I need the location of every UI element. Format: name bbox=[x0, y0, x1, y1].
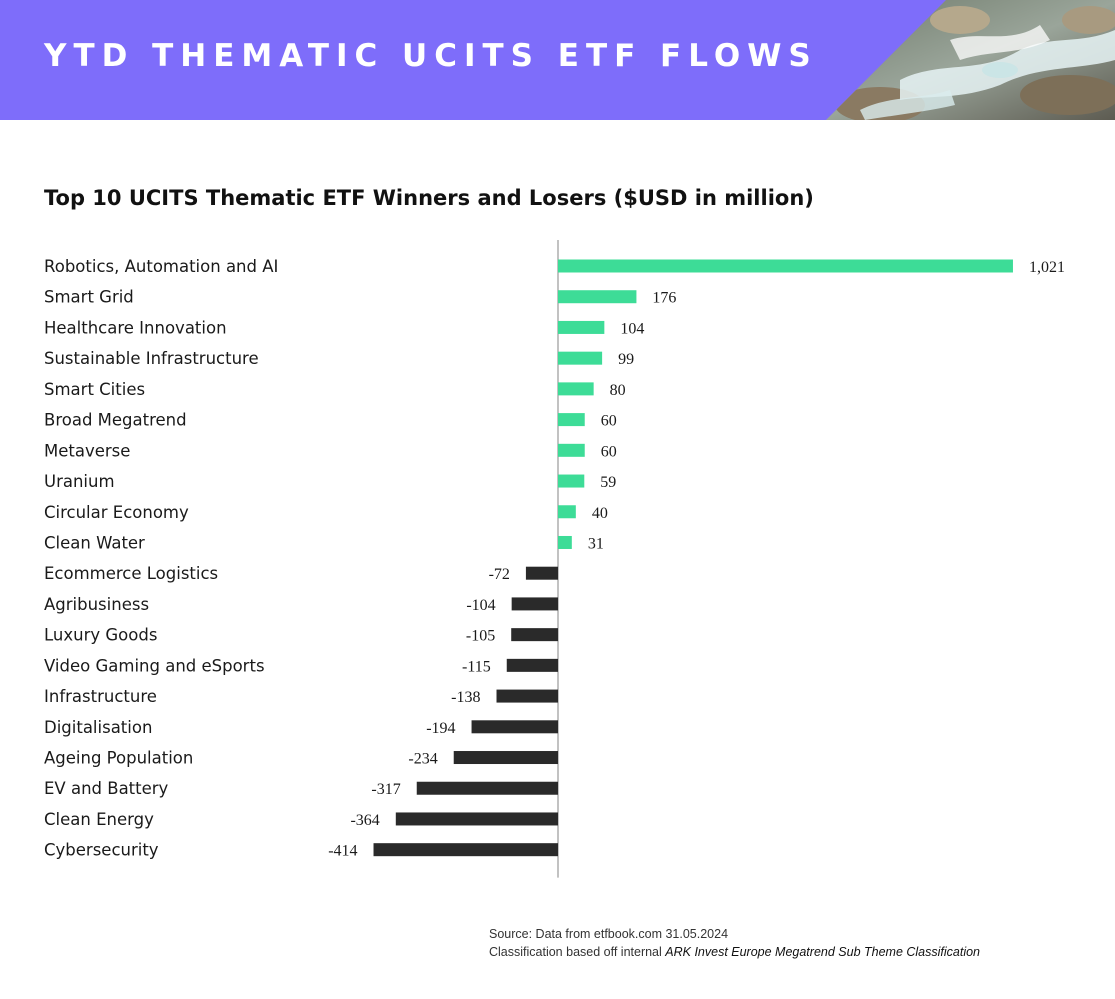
category-label: Sustainable Infrastructure bbox=[44, 349, 259, 368]
footnote: Source: Data from etfbook.com 31.05.2024… bbox=[489, 925, 980, 961]
source-note: Source: Data from etfbook.com 31.05.2024 bbox=[489, 927, 729, 941]
data-label: 1,021 bbox=[1029, 259, 1065, 276]
bar-chart: Robotics, Automation and AI 1,021 Smart Gr… bbox=[44, 240, 1065, 878]
data-label: -72 bbox=[489, 566, 510, 583]
category-label: Broad Megatrend bbox=[44, 411, 187, 430]
bar-negative bbox=[453, 751, 558, 765]
bar-positive bbox=[558, 443, 585, 457]
data-label: 40 bbox=[592, 505, 608, 522]
bar-positive bbox=[558, 259, 1013, 273]
category-label: Metaverse bbox=[44, 441, 130, 460]
header-banner: YTD THEMATIC UCITS ETF FLOWS bbox=[0, 0, 1115, 120]
data-label: 99 bbox=[618, 351, 634, 368]
bar-negative bbox=[471, 720, 558, 734]
category-label: Smart Cities bbox=[44, 380, 145, 399]
category-label: Infrastructure bbox=[44, 687, 157, 706]
category-label: Cybersecurity bbox=[44, 841, 159, 860]
chart-title: Top 10 UCITS Thematic ETF Winners and Lo… bbox=[44, 186, 814, 210]
category-label: Video Gaming and eSports bbox=[44, 656, 265, 675]
category-label: Ageing Population bbox=[44, 749, 193, 768]
data-label: -138 bbox=[451, 689, 480, 706]
data-label: -234 bbox=[408, 751, 437, 768]
bar-positive bbox=[558, 413, 585, 427]
category-label: Clean Energy bbox=[44, 810, 154, 829]
category-label: Smart Grid bbox=[44, 288, 134, 307]
category-label: Agribusiness bbox=[44, 595, 149, 614]
data-label: 176 bbox=[652, 290, 676, 307]
data-label: 104 bbox=[620, 320, 644, 337]
data-label: -364 bbox=[350, 812, 379, 829]
data-label: 59 bbox=[600, 474, 616, 491]
data-label: -105 bbox=[466, 628, 495, 645]
category-label: Healthcare Innovation bbox=[44, 318, 227, 337]
data-label: 60 bbox=[601, 413, 617, 430]
bar-negative bbox=[373, 843, 558, 857]
bar-positive bbox=[558, 351, 603, 365]
data-label: 31 bbox=[588, 535, 604, 552]
bar-positive bbox=[558, 320, 605, 334]
bar-negative bbox=[395, 812, 558, 826]
bar-negative bbox=[416, 781, 558, 795]
data-label: -317 bbox=[371, 781, 400, 798]
category-label: Circular Economy bbox=[44, 503, 189, 522]
bar-positive bbox=[558, 505, 576, 519]
category-label: Digitalisation bbox=[44, 718, 152, 737]
category-label: EV and Battery bbox=[44, 779, 169, 798]
data-label: -104 bbox=[466, 597, 495, 614]
bar-negative bbox=[496, 689, 558, 703]
data-label: -115 bbox=[462, 658, 491, 675]
data-label: 80 bbox=[610, 382, 626, 399]
classification-prefix: Classification based off internal bbox=[489, 945, 666, 959]
category-label: Luxury Goods bbox=[44, 626, 157, 645]
bar-negative bbox=[511, 628, 558, 642]
data-label: 60 bbox=[601, 443, 617, 460]
bar-positive bbox=[558, 382, 594, 396]
river-photo bbox=[826, 0, 1115, 120]
classification-emphasis: ARK Invest Europe Megatrend Sub Theme Cl… bbox=[665, 945, 981, 959]
category-label: Clean Water bbox=[44, 533, 145, 552]
data-label: -194 bbox=[426, 720, 455, 737]
classification-note: Classification based off internal ARK In… bbox=[489, 943, 980, 961]
banner-title: YTD THEMATIC UCITS ETF FLOWS bbox=[44, 38, 818, 74]
category-label: Uranium bbox=[44, 472, 115, 491]
bar-positive bbox=[558, 474, 585, 488]
category-label: Ecommerce Logistics bbox=[44, 564, 218, 583]
bar-negative bbox=[506, 658, 558, 672]
bar-positive bbox=[558, 290, 637, 304]
category-label: Robotics, Automation and AI bbox=[44, 257, 278, 276]
bar-negative bbox=[525, 566, 558, 580]
bar-negative bbox=[511, 597, 558, 611]
bar-positive bbox=[558, 535, 572, 549]
data-label: -414 bbox=[328, 843, 357, 860]
